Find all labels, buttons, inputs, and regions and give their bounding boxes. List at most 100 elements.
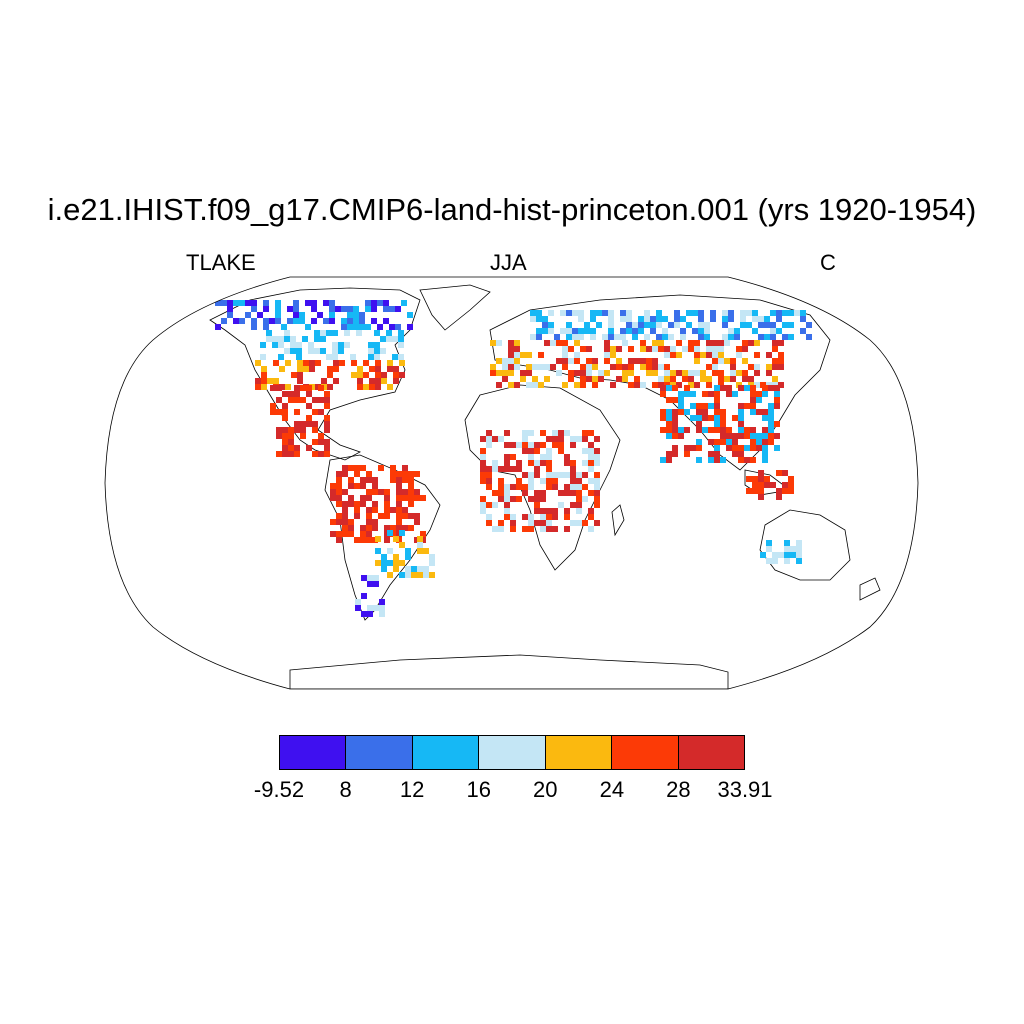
grid-cell: [576, 436, 582, 442]
grid-cell: [314, 336, 320, 342]
grid-cell: [708, 403, 714, 409]
grid-cell: [215, 324, 221, 330]
grid-cell: [288, 427, 294, 433]
grid-cell: [530, 334, 536, 340]
grid-cell: [718, 370, 724, 376]
grid-cell: [784, 540, 790, 546]
grid-cell: [750, 409, 756, 415]
grid-cell: [614, 334, 620, 340]
grid-cell: [374, 342, 380, 348]
grid-cell: [800, 316, 806, 322]
grid-cell: [756, 397, 762, 403]
grid-cell: [486, 502, 492, 508]
grid-cell: [560, 328, 566, 334]
grid-cell: [708, 439, 714, 445]
grid-cell: [372, 519, 378, 525]
grid-cell: [305, 300, 311, 306]
grid-cell: [736, 370, 742, 376]
grid-cell: [300, 427, 306, 433]
grid-cell: [381, 378, 387, 384]
grid-cell: [708, 391, 714, 397]
grid-cell: [381, 554, 387, 560]
grid-cell: [514, 382, 520, 388]
grid-cell: [528, 514, 534, 520]
grid-cell: [588, 478, 594, 484]
grid-cell: [366, 513, 372, 519]
grid-cell: [508, 346, 514, 352]
grid-cell: [748, 364, 754, 370]
grid-cell: [574, 370, 580, 376]
grid-cell: [342, 507, 348, 513]
grid-cell: [227, 300, 233, 306]
grid-cell: [492, 466, 498, 472]
grid-cell: [770, 334, 776, 340]
grid-cell: [314, 330, 320, 336]
grid-cell: [342, 531, 348, 537]
grid-cell: [588, 454, 594, 460]
grid-cell: [368, 354, 374, 360]
grid-cell: [293, 312, 299, 318]
grid-cell: [714, 397, 720, 403]
grid-cell: [666, 409, 672, 415]
grid-cell: [670, 370, 676, 376]
grid-cell: [354, 471, 360, 477]
grid-cell: [233, 300, 239, 306]
grid-cell: [766, 370, 772, 376]
grid-cell: [670, 352, 676, 358]
grid-cell: [353, 318, 359, 324]
grid-cell: [360, 477, 366, 483]
grid-cell: [666, 397, 672, 403]
grid-cell: [758, 334, 764, 340]
grid-cell: [588, 430, 594, 436]
grid-cell: [510, 454, 516, 460]
grid-cell: [596, 310, 602, 316]
grid-cell: [726, 391, 732, 397]
grid-cell: [260, 354, 266, 360]
grid-cell: [570, 502, 576, 508]
grid-cell: [768, 421, 774, 427]
grid-cell: [278, 354, 284, 360]
colorbar-box: [612, 736, 679, 769]
grid-cell: [726, 385, 732, 391]
grid-cell: [590, 328, 596, 334]
units-label: C: [820, 250, 836, 275]
grid-cell: [408, 483, 414, 489]
grid-cell: [672, 433, 678, 439]
grid-cell: [590, 334, 596, 340]
grid-cell: [526, 364, 532, 370]
grid-cell: [396, 477, 402, 483]
grid-cell: [598, 376, 604, 382]
grid-cell: [508, 340, 514, 346]
grid-cell: [658, 376, 664, 382]
grid-cell: [384, 513, 390, 519]
grid-cell: [650, 316, 656, 322]
grid-cell: [732, 439, 738, 445]
grid-cell: [626, 310, 632, 316]
grid-cell: [564, 514, 570, 520]
grid-cell: [371, 318, 377, 324]
grid-cell: [275, 306, 281, 312]
grid-cell: [393, 560, 399, 566]
grid-cell: [347, 324, 353, 330]
grid-cell: [534, 448, 540, 454]
grid-cell: [714, 457, 720, 463]
grid-cell: [558, 430, 564, 436]
grid-cell: [640, 340, 646, 346]
grid-cell: [308, 342, 314, 348]
grid-cell: [592, 358, 598, 364]
grid-cell: [720, 421, 726, 427]
grid-cell: [744, 433, 750, 439]
grid-cell: [542, 328, 548, 334]
grid-cell: [490, 370, 496, 376]
grid-cell: [686, 310, 692, 316]
grid-cell: [306, 385, 312, 391]
grid-cell: [275, 312, 281, 318]
grid-cell: [378, 465, 384, 471]
grid-cell: [666, 451, 672, 457]
grid-cell: [429, 560, 435, 566]
grid-cell: [318, 385, 324, 391]
grid-cell: [752, 316, 758, 322]
grid-cell: [562, 340, 568, 346]
grid-cell: [357, 378, 363, 384]
grid-cell: [288, 445, 294, 451]
